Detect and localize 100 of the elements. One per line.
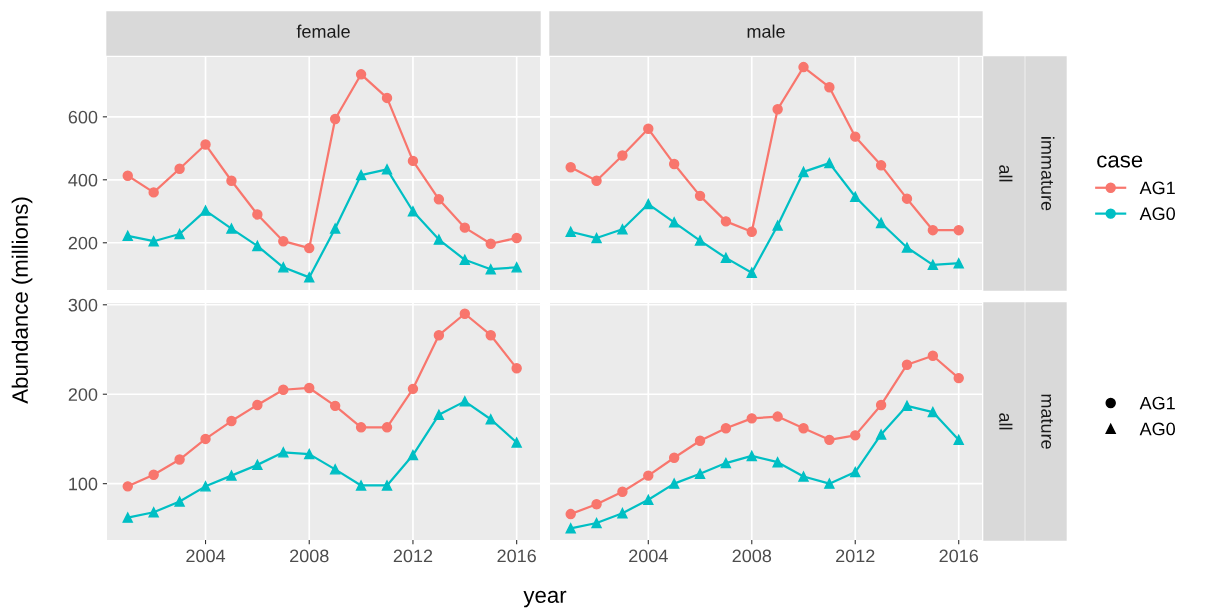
x-axis-title: year [523,590,567,608]
text: all [999,165,1013,182]
y-tick-label: 200 [68,388,98,401]
point [565,226,576,237]
y-tick-label: 600 [68,110,98,124]
point [226,415,237,427]
point [901,400,913,412]
point [824,82,835,93]
point [875,217,887,229]
point [591,499,602,510]
point [174,228,185,240]
point [304,242,315,254]
point [772,220,783,231]
point [617,507,628,519]
point [511,232,522,244]
point [511,363,522,374]
point [485,414,496,425]
point [720,422,732,434]
point [304,382,315,394]
point [901,193,913,204]
legend-title: case [1097,155,1143,168]
point [875,429,887,440]
point [565,508,576,520]
point [485,329,496,341]
point [381,422,393,433]
point [668,478,680,489]
point [329,464,341,475]
text: AG0 [1139,422,1176,436]
x-tick-label: 2012 [393,549,433,563]
point [798,471,809,482]
point [407,206,419,217]
point [746,413,757,424]
point [720,457,732,469]
legend-label: AG0 [1139,207,1176,221]
point [226,223,237,234]
point [278,384,289,395]
x-tick-label: 2016 [939,549,979,563]
point [485,238,496,249]
point [798,61,809,73]
point [694,468,706,480]
point [746,267,757,278]
point [565,161,576,173]
point [252,240,263,252]
point [407,383,419,395]
point [565,523,576,534]
point [122,481,133,492]
point [617,150,628,161]
point [643,123,654,134]
x-tick-label: 2008 [732,549,772,563]
point [668,217,680,228]
point [329,223,341,234]
text: all [999,413,1013,430]
point [355,69,367,80]
y-tick-label: 300 [68,298,98,312]
point [200,481,211,492]
point [252,209,263,220]
text: mature [1041,394,1054,449]
point [668,452,680,463]
point [433,409,445,421]
point [252,459,263,471]
x-tick-label: 2004 [629,549,668,563]
point [304,272,315,283]
point [329,400,341,412]
point [407,449,419,461]
point [355,169,367,181]
chart-title: male [747,24,785,38]
point [927,350,939,361]
x-tick-label: 2008 [290,549,329,563]
point [459,222,471,233]
point [927,406,939,418]
point [226,470,237,481]
point [433,194,445,205]
point [694,190,706,202]
point [824,434,835,446]
point [824,478,835,489]
point [148,187,159,198]
point [381,92,393,104]
point [643,470,654,481]
text: immature [1041,137,1055,211]
point [772,104,783,115]
point [643,494,654,505]
y-tick-label: 400 [68,173,98,187]
point [407,155,419,167]
point [485,264,496,275]
point [617,224,628,235]
point [174,496,185,507]
point [174,163,185,174]
point [643,198,654,210]
point [772,456,783,468]
x-tick-label: 2004 [186,549,226,563]
point [459,396,471,407]
point [591,232,602,244]
point [226,175,237,186]
text: AG1 [1139,396,1175,410]
point [591,517,602,529]
point [668,158,680,170]
point [927,224,939,236]
point [148,469,159,480]
point [511,262,522,273]
point [200,433,211,445]
